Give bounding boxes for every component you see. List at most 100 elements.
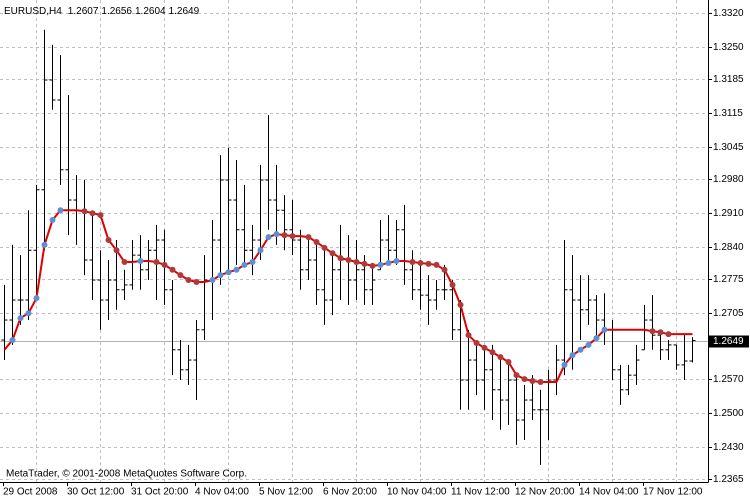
ma-dot <box>217 272 224 279</box>
ma-dot <box>329 250 336 257</box>
y-tick-label: 1.2840 <box>713 242 744 253</box>
ma-dot <box>385 259 392 266</box>
ma-dot <box>585 341 592 348</box>
ma-dot <box>577 346 584 353</box>
y-tick-label: 1.3185 <box>713 74 744 85</box>
ma-dot <box>657 329 664 336</box>
y-tick-label: 1.2570 <box>713 374 744 385</box>
x-tick-label: 31 Oct 20:00 <box>131 487 189 498</box>
ma-dot <box>457 301 464 308</box>
ma-dot <box>425 260 432 267</box>
ma-dot <box>433 261 440 268</box>
ma-dot <box>185 277 192 284</box>
ma-dot <box>489 349 496 356</box>
ma-dot <box>449 281 456 288</box>
x-tick-label: 6 Nov 20:00 <box>323 487 377 498</box>
ma-dot <box>177 272 184 279</box>
ma-dot <box>57 207 64 214</box>
ma-dot <box>537 378 544 385</box>
ma-dot <box>33 295 40 302</box>
ma-dot <box>377 261 384 268</box>
ma-dot <box>265 234 272 241</box>
ma-dot <box>105 237 112 244</box>
ma-dot <box>281 232 288 239</box>
marks <box>1 29 696 465</box>
ma-dot <box>593 335 600 342</box>
x-tick-label: 10 Nov 04:00 <box>387 487 447 498</box>
x-tick-label: 5 Nov 12:00 <box>259 487 313 498</box>
ma-dot <box>481 344 488 351</box>
ma-dot <box>529 378 536 385</box>
ma-dot <box>665 331 672 338</box>
ma-dot <box>465 332 472 339</box>
ma-dot <box>569 352 576 359</box>
ma-dot <box>505 358 512 365</box>
ma-dot <box>249 258 256 265</box>
ma-dot <box>81 208 88 215</box>
last-open: 1.2607 <box>68 6 99 17</box>
ma-dot <box>113 247 120 254</box>
x-tick-label: 11 Nov 12:00 <box>451 487 510 498</box>
symbol: EURUSD,H4 <box>4 6 62 17</box>
ma-dot <box>521 376 528 383</box>
ma-dot <box>49 217 56 224</box>
y-tick-label: 1.2500 <box>713 408 744 419</box>
ma-dot <box>305 234 312 241</box>
ma-dot <box>9 337 16 344</box>
y-tick-label: 1.3115 <box>713 108 743 119</box>
ma-dot <box>233 266 240 273</box>
ma-dot <box>601 326 608 333</box>
ma-dot <box>209 277 216 284</box>
ma-dot <box>417 259 424 266</box>
y-tick-label: 1.2365 <box>713 474 744 485</box>
ma-dot <box>361 260 368 267</box>
ma-dot <box>193 278 200 285</box>
ma-dot <box>497 354 504 361</box>
ma-dot <box>121 258 128 265</box>
ma-dot <box>17 315 24 322</box>
x-tick-label: 17 Nov 12:00 <box>643 487 703 498</box>
ma-dot <box>353 258 360 265</box>
y-tick-label: 1.3320 <box>713 8 744 19</box>
ma-dot <box>137 258 144 265</box>
ma-dot <box>561 361 568 368</box>
ma-dot <box>169 266 176 273</box>
ma-dot <box>41 241 48 248</box>
ma-dot <box>241 261 248 268</box>
ma-dot <box>257 247 264 254</box>
y-tick-label: 1.2430 <box>713 442 744 453</box>
last-low: 1.2604 <box>135 6 166 17</box>
chart-title: EURUSD,H4 1.2607 1.2656 1.2604 1.2649 <box>4 6 200 17</box>
ma-dot <box>313 238 320 245</box>
y-tick-label: 1.3045 <box>713 142 744 153</box>
ma-dot <box>161 261 168 268</box>
current-price-label: 1.2649 <box>713 336 744 347</box>
y-tick-label: 1.2980 <box>713 174 744 185</box>
ma-dot <box>89 210 96 217</box>
ma-dot <box>513 372 520 379</box>
y-tick-label: 1.2775 <box>713 274 744 285</box>
ma-dot <box>97 212 104 219</box>
ma-dot <box>321 244 328 251</box>
last-close: 1.2649 <box>169 6 200 17</box>
x-tick-label: 30 Oct 12:00 <box>67 487 125 498</box>
ma-dot <box>273 231 280 238</box>
ma-dot <box>345 257 352 264</box>
ma-dot <box>369 262 376 269</box>
ma-dot <box>649 328 656 335</box>
ma-dot <box>153 258 160 265</box>
ma-dot <box>289 233 296 240</box>
last-high: 1.2656 <box>101 6 132 17</box>
x-tick-label: 14 Nov 04:00 <box>579 487 639 498</box>
y-tick-label: 1.3250 <box>713 42 744 53</box>
footer: MetaTrader, © 2001-2008 MetaQuotes Softw… <box>6 469 247 480</box>
x-tick-label: 29 Oct 2008 <box>3 487 58 498</box>
ma-dot <box>441 266 448 273</box>
y-tick-label: 1.2705 <box>713 308 744 319</box>
x-tick-label: 4 Nov 04:00 <box>195 487 249 498</box>
ma-dot <box>337 255 344 262</box>
ma-dot <box>393 258 400 265</box>
ma-dot <box>25 310 32 317</box>
